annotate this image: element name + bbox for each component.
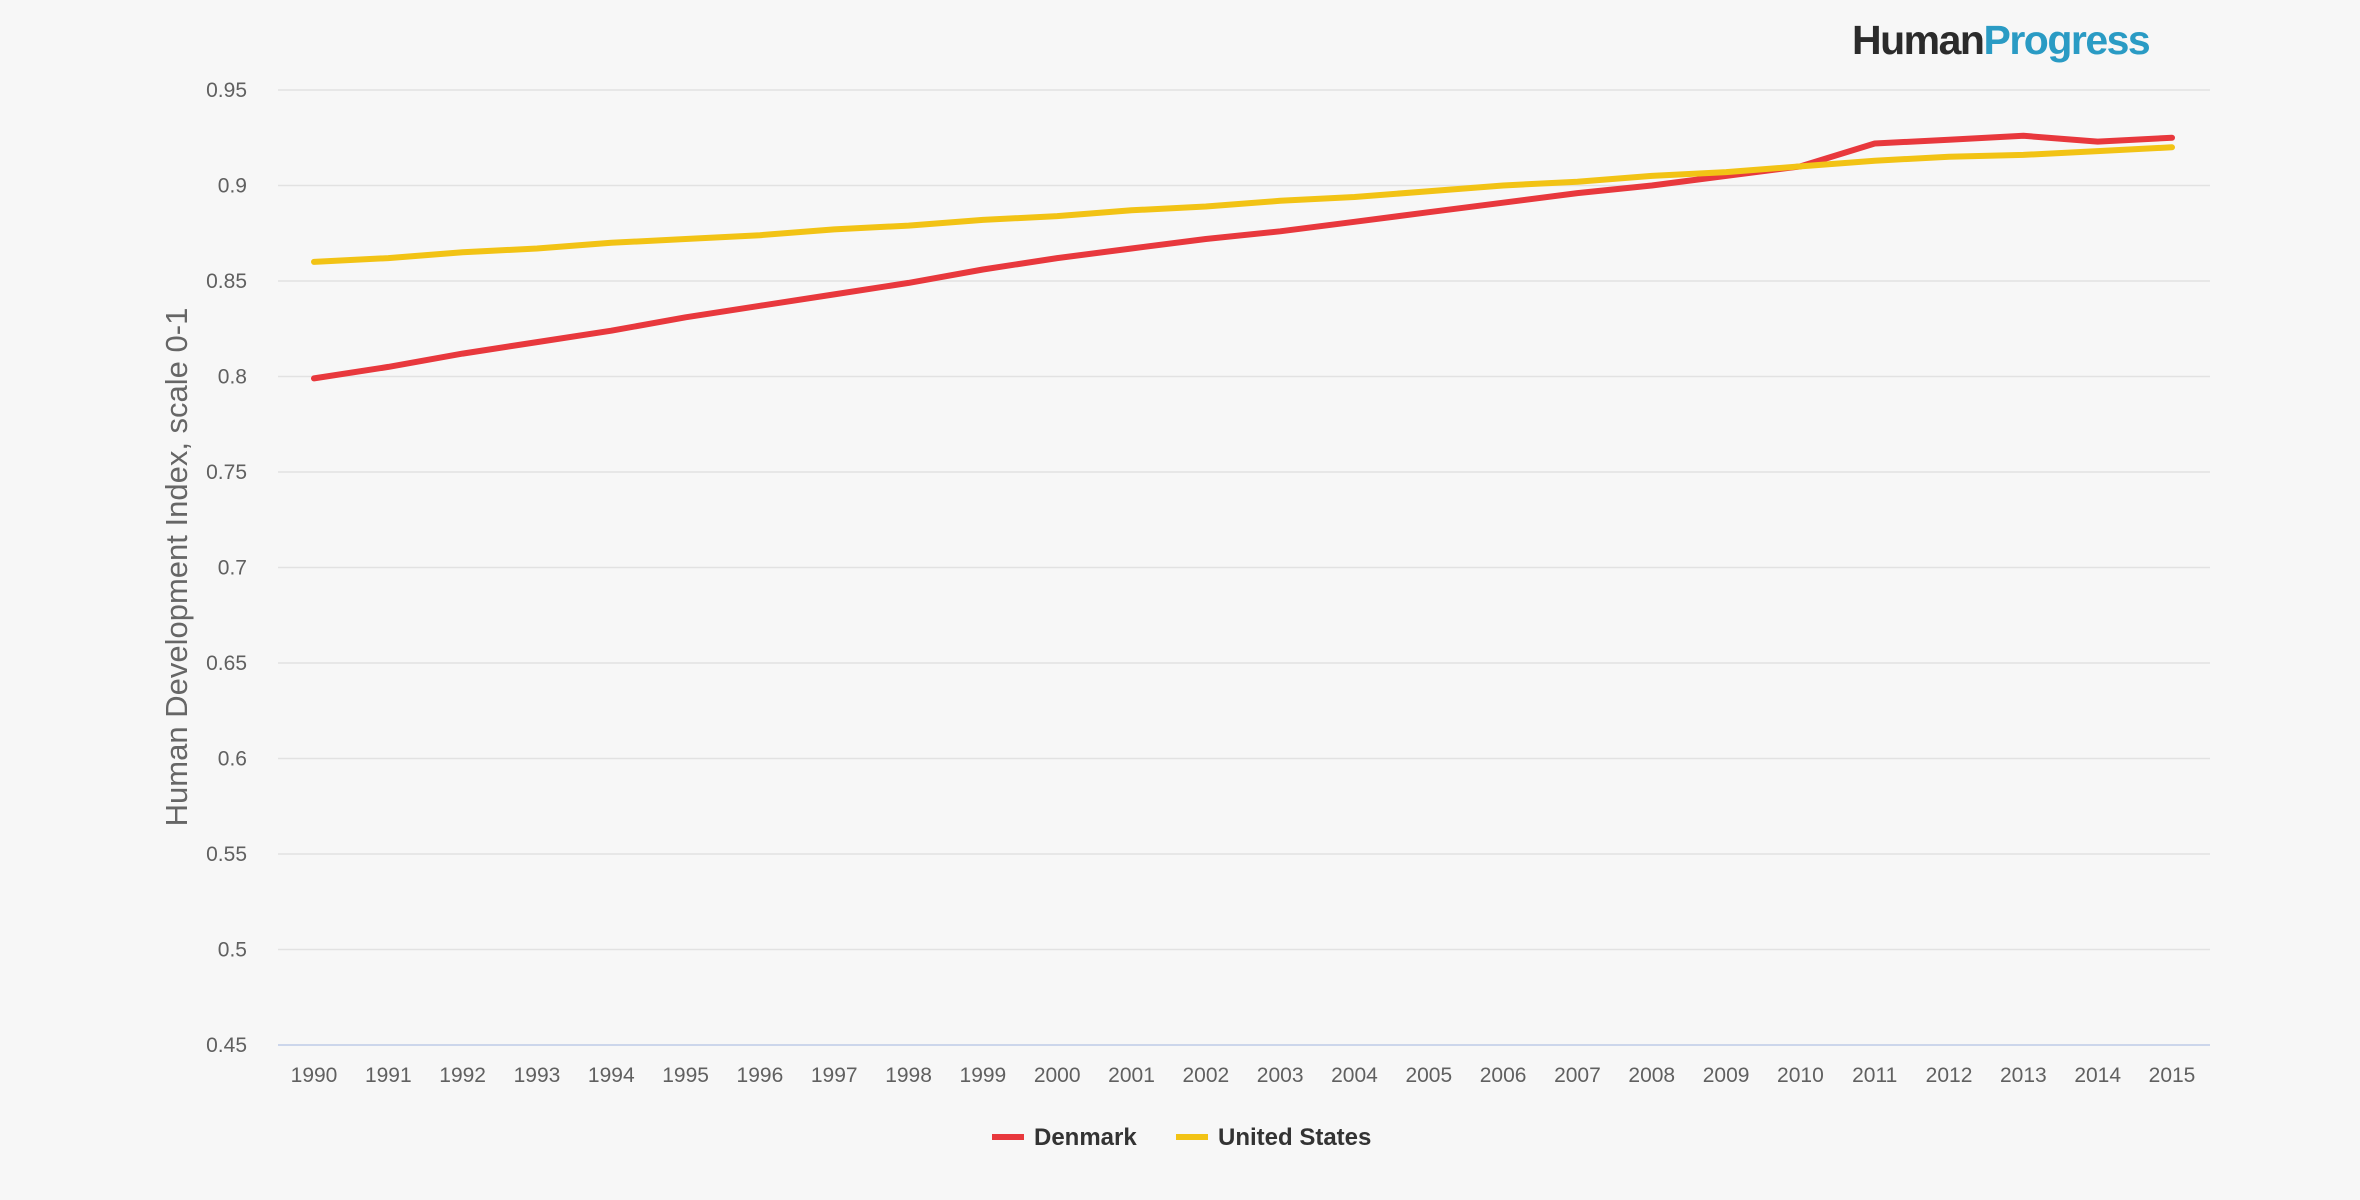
x-tick-label: 2013 [2000, 1064, 2047, 1087]
x-tick-label: 2007 [1554, 1064, 1601, 1087]
svg-text:HumanProgress: HumanProgress [1852, 17, 2150, 63]
legend-item-denmark[interactable]: Denmark [992, 1124, 1137, 1151]
legend-label: United States [1218, 1124, 1371, 1151]
y-tick-label: 0.6 [218, 748, 247, 771]
x-tick-label: 2014 [2074, 1064, 2121, 1087]
x-tick-label: 2000 [1034, 1064, 1081, 1087]
x-axis-ticks: 1990 1991 1992 1993 1994 1995 1996 1997 1998 1999… [291, 1064, 2196, 1087]
x-tick-label: 2010 [1777, 1064, 1824, 1087]
x-tick-label: 1992 [439, 1064, 486, 1087]
x-tick-label: 2006 [1480, 1064, 1527, 1087]
x-tick-label: 1991 [365, 1064, 412, 1087]
x-tick-label: 1995 [662, 1064, 709, 1087]
y-tick-label: 0.75 [206, 461, 247, 484]
y-axis-title: Human Development Index, scale 0-1 [159, 308, 194, 827]
logo-text-human: Human [1852, 17, 1983, 63]
y-tick-label: 0.8 [218, 366, 247, 389]
gridlines [278, 89, 2210, 951]
humanprogress-logo: HumanProgress [1852, 17, 2151, 63]
x-tick-label: 2005 [1405, 1064, 1452, 1087]
x-tick-label: 1999 [960, 1064, 1007, 1087]
x-tick-label: 1996 [737, 1064, 784, 1087]
x-tick-label: 2012 [1926, 1064, 1973, 1087]
x-tick-label: 1990 [291, 1064, 338, 1087]
legend: Denmark United States [992, 1124, 1371, 1151]
y-axis-ticks: 0.45 0.5 0.55 0.6 0.65 0.7 0.75 0.8 0.85 0.9 0.95 [206, 79, 247, 1057]
x-tick-label: 2003 [1257, 1064, 1304, 1087]
x-tick-label: 2015 [2149, 1064, 2196, 1087]
x-tick-label: 2004 [1331, 1064, 1378, 1087]
legend-item-united-states[interactable]: United States [1176, 1124, 1371, 1151]
x-tick-label: 2002 [1182, 1064, 1229, 1087]
x-tick-label: 2011 [1852, 1064, 1897, 1087]
legend-label: Denmark [1034, 1124, 1137, 1151]
y-tick-label: 0.9 [218, 175, 247, 198]
x-tick-label: 1997 [811, 1064, 858, 1087]
series-line-denmark[interactable] [311, 132, 2175, 382]
y-tick-label: 0.55 [206, 843, 247, 866]
y-tick-label: 0.5 [218, 939, 247, 962]
y-tick-label: 0.7 [218, 557, 247, 580]
series-layer [311, 132, 2175, 382]
y-tick-label: 0.45 [206, 1034, 247, 1057]
x-tick-label: 1998 [885, 1064, 932, 1087]
y-tick-label: 0.65 [206, 652, 247, 675]
y-tick-label: 0.85 [206, 270, 247, 293]
x-tick-label: 2001 [1108, 1064, 1155, 1087]
logo-text-progress: Progress [1983, 17, 2149, 63]
x-tick-label: 1993 [514, 1064, 561, 1087]
x-tick-label: 2008 [1628, 1064, 1675, 1087]
series-line-united-states[interactable] [311, 144, 2175, 265]
x-tick-label: 1994 [588, 1064, 635, 1087]
x-tick-label: 2009 [1703, 1064, 1750, 1087]
y-tick-label: 0.95 [206, 79, 247, 102]
